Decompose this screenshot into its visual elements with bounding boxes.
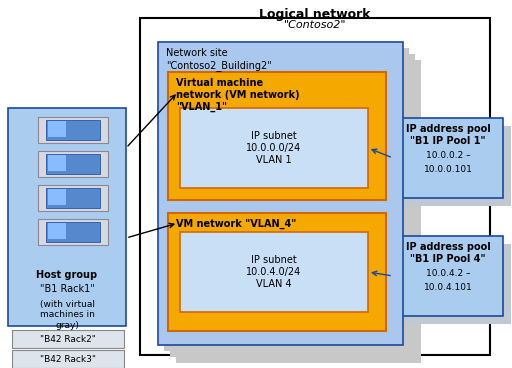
Text: "B42 Rack3": "B42 Rack3": [40, 354, 96, 364]
Bar: [164, 48, 409, 351]
Bar: [12, 330, 124, 348]
Bar: [170, 54, 415, 357]
FancyBboxPatch shape: [48, 155, 66, 171]
Text: Network site: Network site: [166, 48, 228, 58]
Text: Host group: Host group: [36, 270, 98, 280]
FancyBboxPatch shape: [38, 151, 108, 177]
FancyBboxPatch shape: [48, 189, 66, 205]
Bar: [8, 108, 126, 326]
Bar: [180, 108, 368, 188]
Text: 10.0.4.101: 10.0.4.101: [423, 283, 473, 292]
Bar: [168, 213, 386, 331]
Text: Virtual machine: Virtual machine: [176, 78, 263, 88]
FancyBboxPatch shape: [46, 120, 100, 140]
Text: IP subnet
10.0.0.0/24
VLAN 1: IP subnet 10.0.0.0/24 VLAN 1: [246, 131, 302, 164]
Bar: [12, 350, 124, 368]
Text: Logical network: Logical network: [259, 8, 371, 21]
Text: VM network "VLAN_4": VM network "VLAN_4": [176, 219, 296, 229]
FancyBboxPatch shape: [46, 222, 100, 242]
Bar: [158, 42, 403, 345]
Bar: [180, 232, 368, 312]
Bar: [401, 126, 511, 206]
Bar: [393, 118, 503, 198]
Text: IP address pool: IP address pool: [406, 124, 490, 134]
FancyBboxPatch shape: [46, 154, 100, 174]
Text: "Contoso2_Building2": "Contoso2_Building2": [166, 60, 272, 71]
Text: network (VM network): network (VM network): [176, 90, 300, 100]
FancyBboxPatch shape: [38, 117, 108, 143]
Bar: [168, 72, 386, 200]
Text: "Contoso2": "Contoso2": [284, 20, 346, 30]
FancyBboxPatch shape: [48, 121, 66, 137]
FancyBboxPatch shape: [48, 223, 66, 239]
Text: 10.0.4.2 –: 10.0.4.2 –: [426, 269, 470, 278]
Bar: [140, 18, 490, 355]
FancyBboxPatch shape: [46, 188, 100, 208]
Text: "B1 IP Pool 4": "B1 IP Pool 4": [410, 254, 486, 264]
Text: "B1 Rack1": "B1 Rack1": [39, 284, 94, 294]
FancyBboxPatch shape: [38, 185, 108, 211]
Text: 10.0.0.101: 10.0.0.101: [423, 165, 473, 174]
Text: 10.0.0.2 –: 10.0.0.2 –: [425, 151, 471, 160]
Text: IP address pool: IP address pool: [406, 242, 490, 252]
Text: IP subnet
10.0.4.0/24
VLAN 4: IP subnet 10.0.4.0/24 VLAN 4: [246, 255, 302, 289]
Bar: [401, 244, 511, 324]
Text: "B1 IP Pool 1": "B1 IP Pool 1": [410, 136, 486, 146]
Text: "B42 Rack2": "B42 Rack2": [40, 335, 96, 343]
Text: (with virtual
machines in
gray): (with virtual machines in gray): [39, 300, 95, 330]
Bar: [176, 60, 421, 363]
Bar: [393, 236, 503, 316]
FancyBboxPatch shape: [38, 219, 108, 245]
Text: "VLAN_1": "VLAN_1": [176, 102, 227, 112]
